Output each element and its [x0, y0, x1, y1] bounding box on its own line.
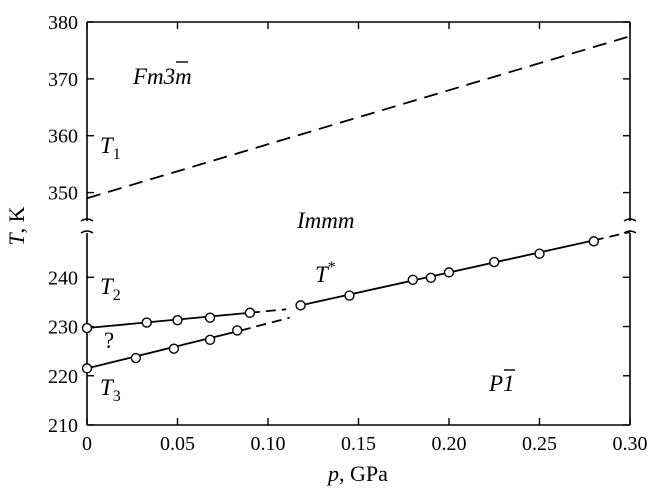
label-tstar: T* — [315, 259, 336, 287]
point-T3-1 — [130, 352, 142, 364]
y-tick-label-2: 230 — [48, 317, 78, 339]
x-axis-unit: , GPa — [339, 461, 388, 486]
x-tick-label-4: 0.20 — [432, 433, 467, 455]
y-tick-label-0: 210 — [48, 415, 78, 437]
line-T3-extrapolated — [240, 316, 290, 332]
label-tstar-main: T — [315, 262, 330, 287]
point-Tstar-5 — [489, 256, 500, 268]
y-tick-label-5: 360 — [48, 126, 78, 148]
line-T3 — [86, 329, 242, 370]
point-T3-4 — [232, 325, 243, 336]
label-t3-sub: 3 — [113, 388, 121, 405]
phase-p1-label: P1 — [488, 369, 515, 396]
y-tick-label-3: 240 — [48, 267, 78, 289]
phase-fm3m-label: Fm3m — [132, 61, 192, 89]
y-tick-label-4: 350 — [48, 183, 78, 205]
x-tick-label-2: 0.10 — [251, 433, 286, 455]
x-tick-label-1: 0.05 — [160, 433, 195, 455]
x-tick-label-0: 0 — [82, 433, 92, 455]
axis-tick-labels: 0 0.05 0.10 0.15 0.20 0.25 0.30 210 220 230 240 350… — [48, 12, 648, 455]
label-t3: T3 — [100, 375, 121, 405]
point-T2-2 — [172, 314, 183, 326]
label-t3-main: T — [100, 375, 115, 400]
label-t1-main: T — [100, 133, 115, 158]
point-T2-0 — [81, 322, 93, 334]
point-Tstar-6 — [534, 248, 545, 259]
point-Tstar-7 — [588, 236, 599, 247]
label-t1-sub: 1 — [113, 146, 121, 163]
point-Tstar-0 — [295, 300, 306, 311]
point-T3-0 — [81, 363, 93, 374]
point-T2-4 — [244, 307, 256, 318]
phase-p1-text: P1 — [488, 371, 515, 396]
y-axis-var: T — [4, 232, 29, 246]
axis-break-left-top — [80, 218, 94, 222]
y-axis-title: T, K — [4, 206, 29, 245]
line-T2 — [86, 311, 250, 329]
point-T2-1 — [141, 317, 152, 328]
line-T1 — [86, 35, 631, 200]
x-axis-title: p, GPa — [326, 461, 388, 486]
line-T2-extrapolated — [249, 308, 287, 314]
label-question: ? — [104, 328, 114, 353]
point-Tstar-2 — [407, 274, 418, 285]
x-tick-label-6: 0.30 — [613, 433, 648, 455]
y-axis-unit: , K — [4, 206, 29, 233]
label-t2-main: T — [100, 274, 115, 299]
point-T3-3 — [204, 334, 216, 346]
series-points — [81, 236, 599, 374]
y-tick-label-1: 220 — [48, 366, 78, 388]
point-Tstar-4 — [443, 267, 455, 278]
axis-break-right-top — [623, 218, 637, 222]
phase-fm3m-text: Fm3m — [132, 64, 192, 89]
point-Tstar-3 — [425, 272, 437, 283]
axis-ticks — [86, 21, 631, 426]
point-Tstar-1 — [344, 290, 355, 301]
x-axis-var: p — [326, 461, 339, 486]
axis-break-left-bottom — [80, 230, 94, 234]
y-tick-label-6: 370 — [48, 69, 78, 91]
x-tick-label-5: 0.25 — [522, 433, 557, 455]
axis-break-marks — [80, 218, 637, 234]
phase-immm-label: Immm — [296, 208, 355, 233]
y-tick-label-7: 380 — [48, 12, 78, 34]
line-Tstar-extrapolated — [593, 231, 631, 242]
point-T3-2 — [168, 343, 180, 354]
label-t2-sub: 2 — [113, 287, 121, 304]
label-tstar-sup: * — [328, 259, 336, 276]
x-tick-label-3: 0.15 — [341, 433, 376, 455]
point-T2-3 — [204, 312, 216, 323]
label-t2: T2 — [100, 274, 121, 304]
label-t1: T1 — [100, 133, 121, 163]
